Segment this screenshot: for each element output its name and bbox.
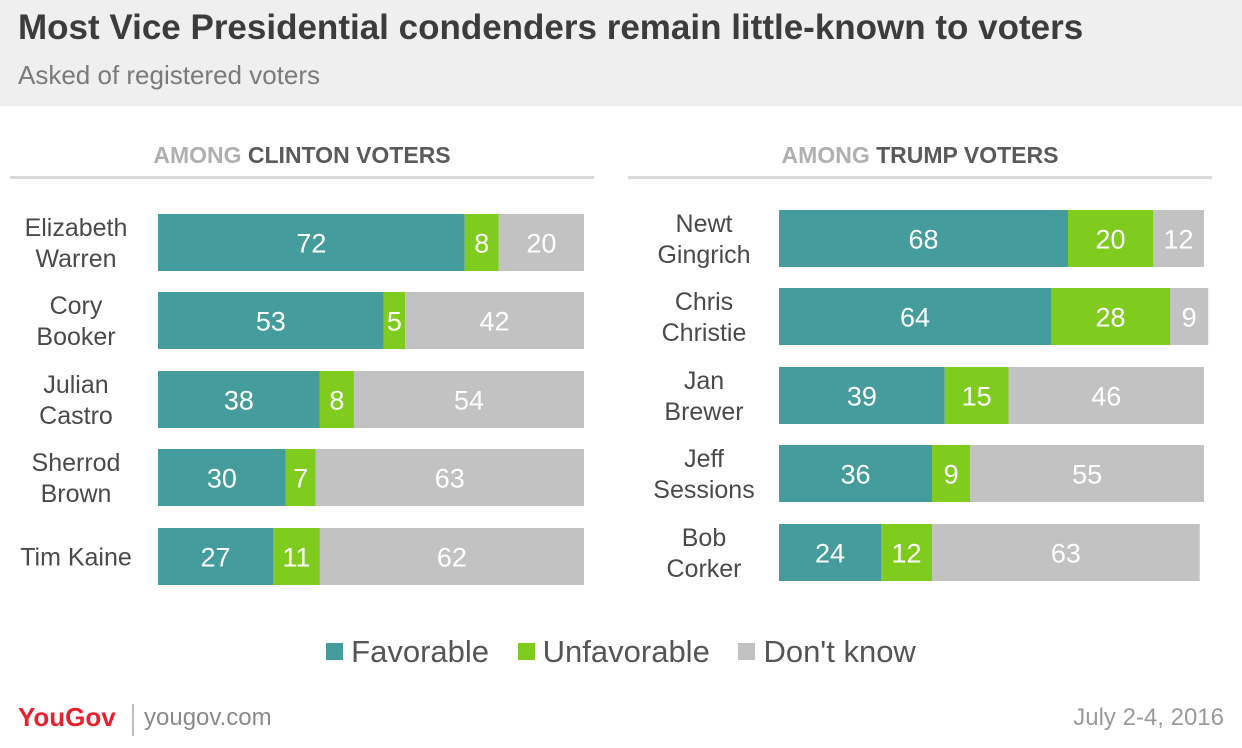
category-label: Bob Corker <box>666 524 741 583</box>
category-label: Julian Castro <box>39 371 113 430</box>
panel-heading-main: CLINTON VOTERS <box>247 142 451 168</box>
bar-segment-unfavorable <box>1068 210 1153 267</box>
bar-segment-unfavorable <box>881 524 932 581</box>
panel-heading-trump: AMONG TRUMP VOTERS <box>628 142 1212 169</box>
data-label: 20 <box>1095 225 1125 255</box>
data-label: 12 <box>1163 225 1193 255</box>
bar-segment-favorable <box>779 524 881 581</box>
bar-segment-dont-know <box>970 445 1204 502</box>
data-label: 8 <box>329 386 344 416</box>
data-label: 63 <box>435 464 465 494</box>
data-label: 64 <box>900 303 930 333</box>
legend-item-dont-know: Don't know <box>738 633 916 670</box>
data-label: 30 <box>207 464 237 494</box>
bar-segment-unfavorable <box>273 528 320 585</box>
data-label: 54 <box>454 386 484 416</box>
legend: Favorable Unfavorable Don't know <box>0 632 1242 676</box>
data-label: 72 <box>296 229 326 259</box>
panel-heading-prefix: AMONG <box>153 142 242 168</box>
data-label: 38 <box>224 386 254 416</box>
panel-heading-clinton: AMONG CLINTON VOTERS <box>10 142 594 169</box>
bar-segment-favorable <box>779 367 945 424</box>
legend-item-favorable: Favorable <box>326 634 489 670</box>
bar-segment-favorable <box>779 288 1051 345</box>
bar-segment-dont-know <box>932 524 1200 581</box>
data-label: 68 <box>908 225 938 255</box>
chart-subtitle: Asked of registered voters <box>18 60 321 90</box>
legend-swatch <box>517 643 535 661</box>
legend-swatch <box>326 643 344 661</box>
data-label: 46 <box>1091 382 1121 412</box>
bar-segment-dont-know <box>498 214 584 271</box>
yougov-logo: YouGov <box>18 702 116 732</box>
data-label: 39 <box>847 382 877 412</box>
bar-segment-unfavorable <box>285 449 316 506</box>
data-label: 55 <box>1072 460 1102 490</box>
bar-segment-favorable <box>158 449 286 506</box>
category-label: Newt Gingrich <box>657 210 750 269</box>
footer-url: yougov.com <box>144 704 272 731</box>
panel-heading-prefix: AMONG <box>781 142 870 168</box>
category-label: Chris Christie <box>662 288 747 347</box>
data-label: 5 <box>387 307 402 337</box>
data-label: 8 <box>474 229 489 259</box>
data-label: 63 <box>1051 539 1081 569</box>
legend-label: Don't know <box>763 633 916 669</box>
bar-segment-unfavorable <box>944 367 1009 424</box>
data-label: 24 <box>815 539 845 569</box>
bar-segment-unfavorable <box>932 445 971 502</box>
bar-segment-favorable <box>779 210 1068 267</box>
data-label: 7 <box>293 464 308 494</box>
category-label: Elizabeth Warren <box>25 214 128 273</box>
bar-segment-unfavorable <box>319 371 354 428</box>
data-label: 27 <box>200 543 230 573</box>
category-label: Jan Brewer <box>664 367 743 426</box>
data-label: 53 <box>256 307 286 337</box>
legend-label: Favorable <box>351 633 490 669</box>
data-label: 62 <box>437 543 467 573</box>
data-label: 12 <box>891 539 921 569</box>
panel-heading-main: TRUMP VOTERS <box>876 142 1059 168</box>
bar-segment-dont-know <box>1008 367 1204 424</box>
bar-segment-favorable <box>158 214 465 271</box>
legend-item-unfavorable: Unfavorable <box>517 633 710 670</box>
category-label: Cory Booker <box>36 292 115 351</box>
legend-swatch <box>738 643 756 661</box>
bar-segment-favorable <box>158 528 274 585</box>
data-label: 9 <box>1182 303 1197 333</box>
bar-segment-dont-know <box>315 449 584 506</box>
bar-segment-unfavorable <box>1051 288 1170 345</box>
chart-title: Most Vice Presidential condenders remain… <box>18 8 1084 47</box>
data-label: 11 <box>282 543 310 573</box>
bar-segment-dont-know <box>353 371 584 428</box>
bar-segment-favorable <box>779 445 932 502</box>
panel-divider <box>10 176 594 179</box>
bar-segment-favorable <box>158 371 320 428</box>
legend-label: Unfavorable <box>542 633 710 669</box>
category-label: Tim Kaine <box>20 544 132 572</box>
category-label: Jeff Sessions <box>653 445 754 504</box>
bar-segment-dont-know <box>319 528 584 585</box>
footer-divider <box>132 704 134 736</box>
data-label: 36 <box>840 460 870 490</box>
data-label: 42 <box>480 307 510 337</box>
data-label: 28 <box>1095 303 1125 333</box>
header: Most Vice Presidential condenders remain… <box>0 0 1242 106</box>
bar-segment-unfavorable <box>383 292 406 349</box>
bar-segment-favorable <box>158 292 384 349</box>
bar-segment-dont-know <box>405 292 584 349</box>
data-label: 20 <box>526 229 556 259</box>
data-label: 15 <box>962 382 992 412</box>
bar-segment-dont-know <box>1170 288 1209 345</box>
category-label: Sherrod Brown <box>32 449 121 508</box>
bar-segment-unfavorable <box>464 214 499 271</box>
footer-date: July 2-4, 2016 <box>1073 704 1224 731</box>
data-label: 9 <box>944 460 959 490</box>
bar-segment-dont-know <box>1153 210 1204 267</box>
panel-divider <box>628 176 1212 179</box>
